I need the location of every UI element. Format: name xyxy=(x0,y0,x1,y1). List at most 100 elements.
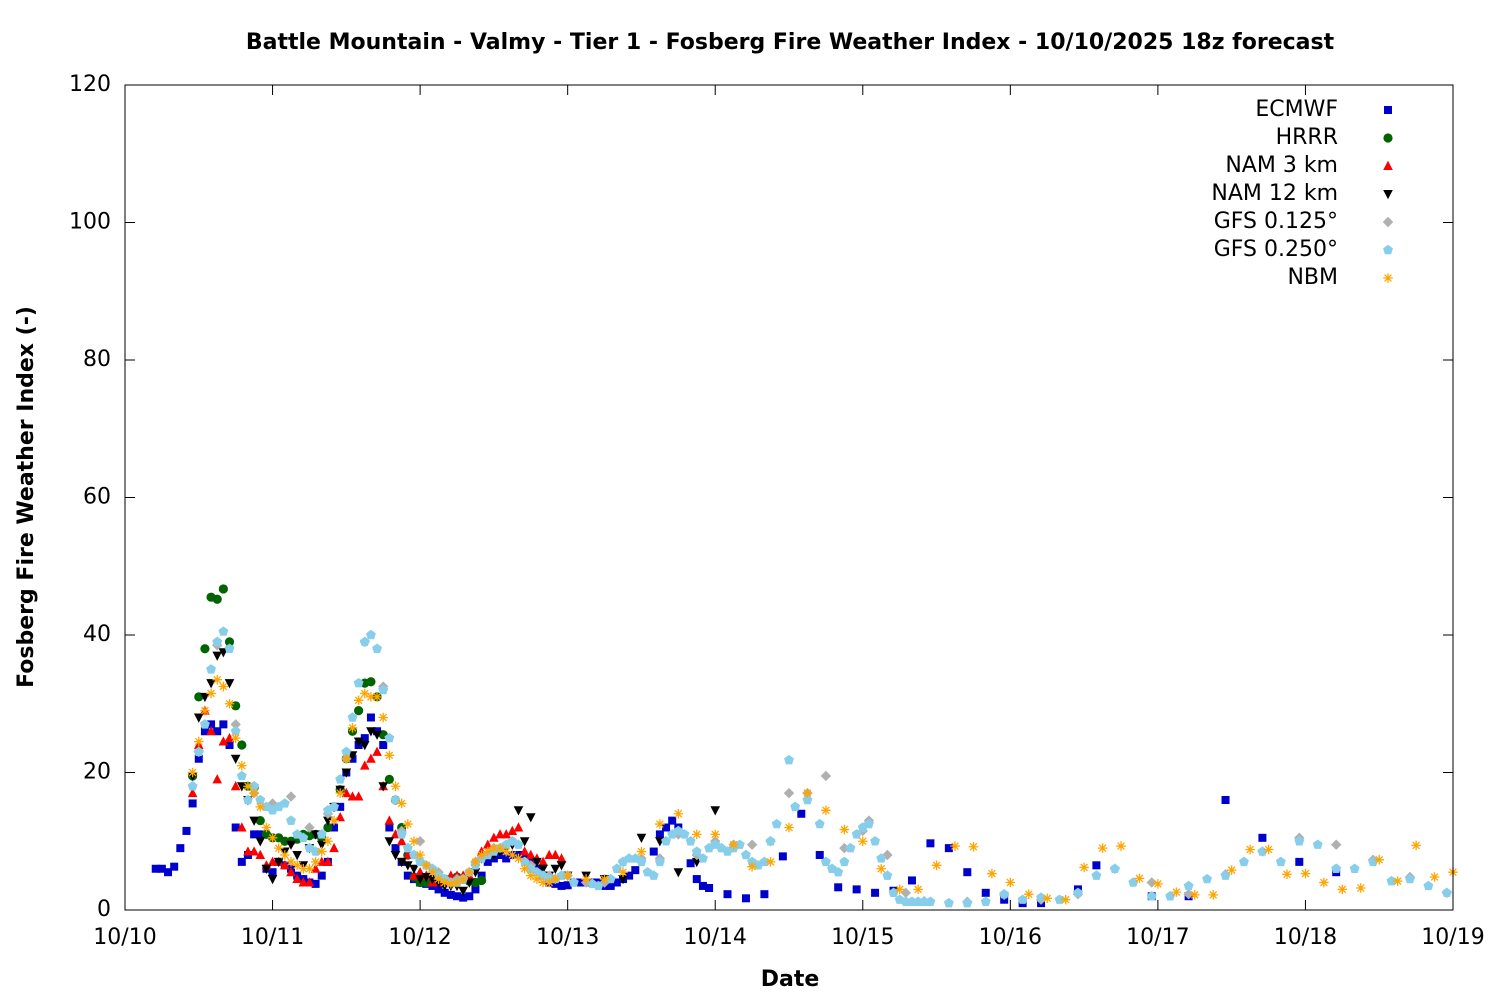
data-point xyxy=(692,875,701,884)
data-point xyxy=(224,679,235,689)
data-point xyxy=(243,846,253,856)
data-point xyxy=(298,863,309,874)
data-point xyxy=(317,871,326,880)
data-point xyxy=(249,788,259,798)
data-point xyxy=(341,768,352,778)
data-point xyxy=(1295,857,1304,866)
data-point xyxy=(625,871,634,880)
data-point xyxy=(482,839,493,849)
data-point xyxy=(944,844,953,853)
data-point xyxy=(366,692,376,702)
data-point xyxy=(980,896,991,906)
data-point xyxy=(384,774,394,784)
data-point xyxy=(329,815,339,826)
data-point xyxy=(384,837,395,847)
data-point xyxy=(871,888,880,897)
data-point xyxy=(538,864,548,874)
data-point xyxy=(286,857,296,867)
data-point xyxy=(353,791,364,801)
data-point xyxy=(606,881,615,890)
data-point xyxy=(476,875,487,886)
data-point xyxy=(366,727,376,737)
data-point xyxy=(790,801,801,812)
data-point xyxy=(1005,877,1016,888)
data-point xyxy=(894,884,905,895)
x-tick-label: 10/17 xyxy=(1126,925,1189,950)
data-point xyxy=(298,877,309,887)
data-point xyxy=(820,856,831,867)
y-tick-label: 120 xyxy=(69,72,111,97)
data-point xyxy=(882,870,893,880)
data-point xyxy=(691,829,702,840)
data-point xyxy=(396,798,407,809)
data-point xyxy=(243,794,253,805)
data-point xyxy=(379,741,388,749)
data-point xyxy=(359,741,370,751)
data-point xyxy=(1239,856,1249,867)
data-point xyxy=(876,863,887,874)
data-point xyxy=(224,732,235,743)
data-point xyxy=(556,853,567,863)
data-point xyxy=(1220,870,1231,880)
data-point xyxy=(255,802,266,812)
data-point xyxy=(286,866,296,877)
data-point xyxy=(292,873,302,884)
data-point xyxy=(470,857,481,867)
data-point xyxy=(323,856,333,866)
data-point xyxy=(396,857,407,868)
data-point xyxy=(1171,887,1182,897)
data-point xyxy=(200,644,210,654)
x-tick-label: 10/18 xyxy=(1274,925,1337,950)
data-point xyxy=(199,719,210,729)
data-point xyxy=(1017,894,1028,904)
y-tick-label: 100 xyxy=(69,210,111,235)
data-point xyxy=(913,884,923,895)
data-point xyxy=(1423,880,1434,891)
data-point xyxy=(414,836,426,847)
data-point xyxy=(1312,839,1323,849)
data-point xyxy=(1374,855,1385,865)
data-point xyxy=(662,823,671,832)
data-point xyxy=(655,819,665,829)
data-point xyxy=(686,859,695,868)
data-point xyxy=(372,643,383,653)
data-point xyxy=(815,851,824,859)
data-point xyxy=(218,681,229,692)
data-point xyxy=(286,840,296,850)
data-point xyxy=(489,843,499,853)
data-point xyxy=(839,856,850,867)
data-point xyxy=(329,842,339,853)
data-point xyxy=(544,849,555,859)
data-point xyxy=(396,836,407,846)
data-point xyxy=(1258,833,1267,842)
data-point xyxy=(697,853,708,863)
data-point xyxy=(525,849,536,859)
data-point xyxy=(538,877,548,888)
data-point xyxy=(1429,872,1440,882)
data-point xyxy=(476,850,487,860)
data-point xyxy=(353,677,364,688)
data-point xyxy=(834,883,843,892)
data-point xyxy=(255,794,266,805)
data-point xyxy=(593,880,604,891)
x-tick-label: 10/12 xyxy=(388,925,451,950)
data-point xyxy=(1073,887,1083,898)
data-point xyxy=(366,713,375,722)
data-point xyxy=(359,636,370,647)
legend-label: GFS 0.125° xyxy=(1214,209,1338,234)
data-point xyxy=(513,853,524,864)
data-point xyxy=(231,823,240,832)
y-tick-label: 0 xyxy=(97,897,111,922)
x-tick-label: 10/19 xyxy=(1421,925,1484,950)
data-point xyxy=(218,584,228,594)
data-point xyxy=(760,890,769,899)
data-point xyxy=(212,651,223,661)
data-point xyxy=(1153,879,1163,889)
x-tick-label: 10/14 xyxy=(684,925,747,950)
data-point xyxy=(482,846,493,857)
data-point xyxy=(1221,796,1230,804)
data-point xyxy=(728,839,739,850)
data-point xyxy=(797,809,806,818)
data-point xyxy=(267,833,278,843)
data-point xyxy=(273,843,284,853)
